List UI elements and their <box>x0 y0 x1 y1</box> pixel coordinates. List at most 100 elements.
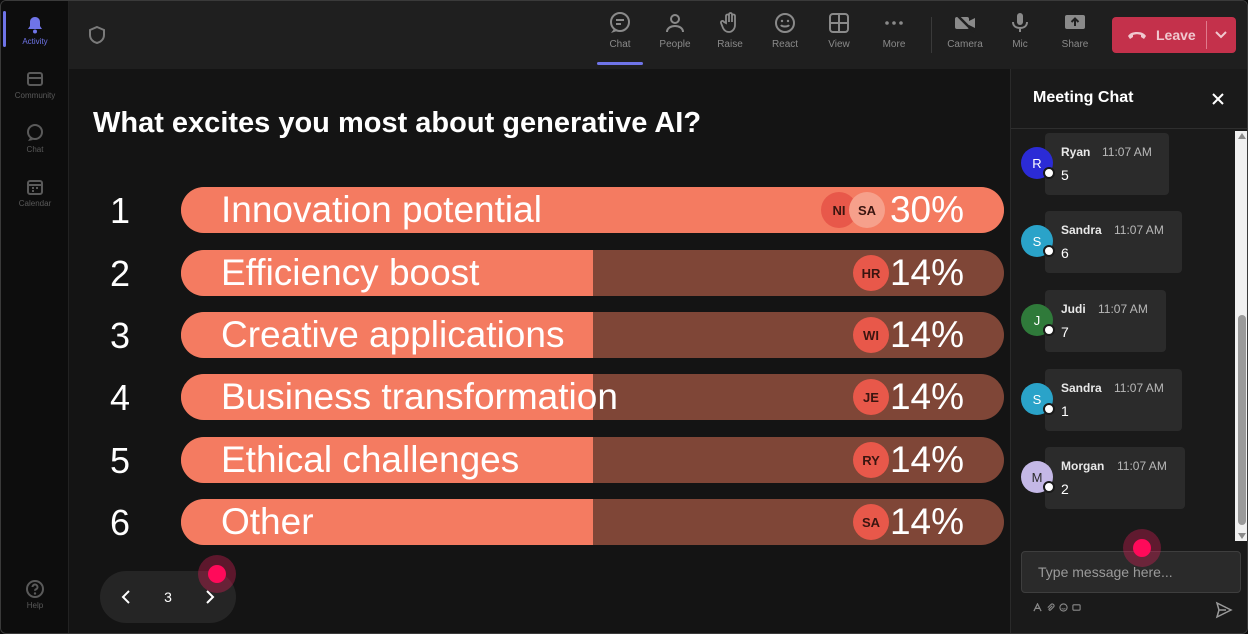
rail-item-help[interactable]: Help <box>1 571 69 621</box>
poll-option-2: 2 Efficiency boost HR 14% <box>69 250 1010 298</box>
sender-name: Morgan <box>1061 459 1105 473</box>
chat-title: Meeting Chat <box>1033 89 1134 106</box>
mic-button[interactable]: Mic <box>993 11 1047 61</box>
rail-item-community[interactable]: Community <box>1 61 69 111</box>
rail-label-calendar: Calendar <box>18 199 52 208</box>
hang-up-icon <box>1128 32 1146 39</box>
rail-label-community: Community <box>14 91 56 100</box>
chevron-right-icon[interactable] <box>200 587 220 607</box>
chat-button-label: Chat <box>609 39 631 50</box>
leave-button[interactable]: Leave <box>1112 17 1236 53</box>
poll-option-6: 6 Other SA 14% <box>69 499 1010 547</box>
view-button[interactable]: View <box>812 11 866 61</box>
scroll-down-arrow-icon[interactable] <box>1238 533 1246 539</box>
chat-message: S Sandra 11:07 AM 6 <box>1021 211 1191 275</box>
message-text: 5 <box>1061 167 1069 183</box>
rail-item-chat[interactable]: Chat <box>1 115 69 165</box>
shield-icon[interactable] <box>87 25 107 45</box>
voter-avatar: SA <box>849 192 885 228</box>
option-number: 5 <box>109 440 131 481</box>
leave-button-label: Leave <box>1156 27 1196 43</box>
message-time: 11:07 AM <box>1098 302 1148 316</box>
mic-button-label: Mic <box>1012 39 1028 50</box>
attach-icon[interactable] <box>1046 603 1055 612</box>
option-percent: 14% <box>889 252 964 293</box>
message-bubble <box>1045 290 1166 352</box>
voter-avatar: SA <box>853 504 889 540</box>
chevron-down-icon[interactable] <box>1212 25 1230 43</box>
chat-header: Meeting Chat <box>1011 69 1247 129</box>
result-bar-fill <box>181 374 593 420</box>
compose-toolbar <box>1033 603 1081 612</box>
more-button[interactable]: More <box>867 11 921 61</box>
message-bubble <box>1045 447 1185 509</box>
option-number: 1 <box>109 190 131 231</box>
presence-dot <box>1043 481 1055 493</box>
option-number: 2 <box>109 253 131 294</box>
help-icon <box>26 580 44 598</box>
poll-option-3: 3 Creative applications WI 14% <box>69 312 1010 360</box>
gif-icon[interactable] <box>1072 603 1081 612</box>
chat-message: J Judi 11:07 AM 7 <box>1021 290 1191 354</box>
option-number: 3 <box>109 315 131 356</box>
camera-button-label: Camera <box>947 39 983 50</box>
option-number: 4 <box>109 377 131 418</box>
message-time: 11:07 AM <box>1102 145 1152 159</box>
share-button[interactable]: Share <box>1048 11 1102 61</box>
emoji-icon[interactable] <box>1059 603 1068 612</box>
camera-button[interactable]: Camera <box>938 11 992 61</box>
people-button-label: People <box>659 39 691 50</box>
message-input[interactable] <box>1021 551 1241 593</box>
react-button[interactable]: React <box>758 11 812 61</box>
poll-question: What excites you most about generative A… <box>93 107 702 139</box>
option-label: Innovation potential <box>221 189 542 230</box>
chat-icon <box>610 12 630 33</box>
chevron-left-icon[interactable] <box>116 587 136 607</box>
voter-avatar: HR <box>853 255 889 291</box>
calendar-icon <box>27 180 43 195</box>
rail-label-chat: Chat <box>26 145 44 154</box>
result-bar-fill <box>181 250 593 296</box>
result-bar: Ethical challenges RY 14% <box>181 437 1004 483</box>
meeting-chat-panel: Meeting Chat R Ryan 11:07 AM 5 S Sandra … <box>1010 69 1247 633</box>
poll-option-4: 4 Business transformation JE 14% <box>69 374 1010 422</box>
poll-stage: What excites you most about generative A… <box>69 69 1010 633</box>
leave-divider <box>1206 21 1207 49</box>
sender-name: Ryan <box>1061 145 1091 159</box>
message-time: 11:07 AM <box>1117 459 1167 473</box>
result-bar: Innovation potential NI SA 30% <box>181 187 1004 233</box>
sender-name: Judi <box>1061 302 1086 316</box>
rail-item-calendar[interactable]: Calendar <box>1 169 69 219</box>
chat-message: R Ryan 11:07 AM 5 <box>1021 133 1191 197</box>
format-icon[interactable] <box>1033 603 1042 612</box>
chat-scrollbar[interactable] <box>1235 131 1247 541</box>
message-text: 6 <box>1061 245 1069 261</box>
option-percent: 14% <box>889 314 964 355</box>
presence-dot <box>1043 324 1055 336</box>
page-number: 3 <box>164 589 172 605</box>
message-bubble <box>1045 369 1182 431</box>
send-icon[interactable] <box>1215 601 1233 619</box>
scroll-up-arrow-icon[interactable] <box>1238 133 1246 139</box>
poll-option-1: 1 Innovation potential NI SA 30% <box>69 187 1010 235</box>
mic-icon <box>1012 13 1028 32</box>
rail-item-activity[interactable]: Activity <box>1 7 69 57</box>
chat-button[interactable]: Chat <box>593 11 647 65</box>
message-text: 1 <box>1061 403 1069 419</box>
camera-off-icon <box>955 13 975 33</box>
rail-label-help: Help <box>26 601 44 610</box>
message-time: 11:07 AM <box>1114 223 1164 237</box>
scrollbar-thumb[interactable] <box>1238 315 1246 525</box>
option-percent: 30% <box>889 189 964 230</box>
option-percent: 14% <box>889 501 964 542</box>
meeting-toolbar: Chat People Raise React View More Camera <box>69 1 1247 69</box>
presence-dot <box>1043 167 1055 179</box>
people-button[interactable]: People <box>648 11 702 61</box>
more-button-label: More <box>882 39 906 50</box>
raise-hand-button[interactable]: Raise <box>703 11 757 61</box>
message-text: 2 <box>1061 481 1069 497</box>
cursor-indicator <box>198 555 236 593</box>
close-icon[interactable] <box>1209 90 1227 108</box>
option-number: 6 <box>109 502 131 543</box>
